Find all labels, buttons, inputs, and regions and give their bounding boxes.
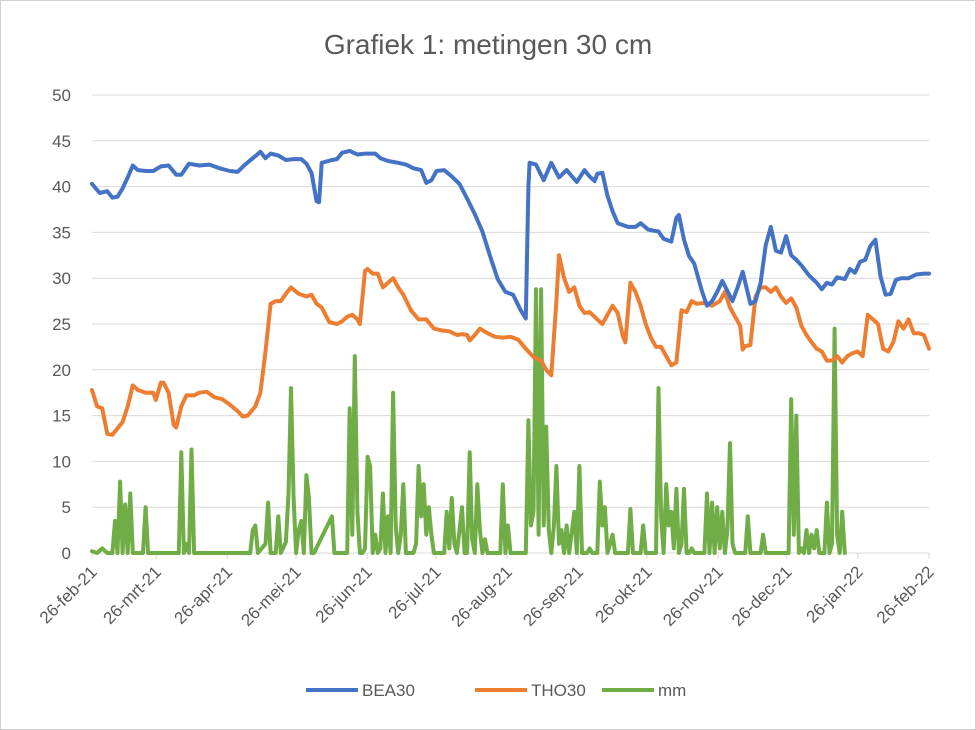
x-tick-label: 26-apr-21: [171, 562, 237, 628]
y-axis-ticks: 0 5 10 15 20 25 30 35 40 45 50: [52, 86, 71, 563]
y-tick-label: 5: [62, 498, 71, 517]
legend: BEA30 THO30 mm: [306, 681, 686, 700]
series-line-mm: [90, 287, 847, 555]
x-tick-label: 26-nov-21: [659, 562, 727, 630]
series-line-tho30: [90, 253, 931, 437]
y-tick-label: 15: [52, 407, 71, 426]
y-tick-label: 35: [52, 223, 71, 242]
y-tick-label: 40: [52, 178, 71, 197]
y-tick-label: 10: [52, 452, 71, 471]
x-tick-label: 26-mrt-21: [99, 562, 165, 628]
y-tick-label: 45: [52, 132, 71, 151]
x-tick-label: 26-aug-21: [448, 562, 516, 630]
x-tick-label: 26-feb-21: [36, 562, 101, 627]
y-tick-label: 0: [62, 544, 71, 563]
x-tick-label: 26-mei-21: [237, 562, 305, 630]
x-tick-label: 26-dec-21: [728, 562, 796, 630]
legend-label-bea30: BEA30: [362, 681, 415, 700]
x-tick-label: 26-feb-22: [873, 562, 938, 627]
y-tick-label: 50: [52, 86, 71, 105]
x-tick-label: 26-jan-22: [803, 562, 867, 626]
x-tick-label: 26-jul-21: [385, 562, 445, 622]
y-tick-label: 20: [52, 361, 71, 380]
series-lines: [90, 148, 931, 555]
series-line-bea30: [90, 148, 931, 321]
x-tick-label: 26-sep-21: [519, 562, 587, 630]
y-tick-label: 30: [52, 269, 71, 288]
y-tick-label: 25: [52, 315, 71, 334]
x-tick-label: 26-jun-21: [312, 562, 376, 626]
grid: [92, 94, 929, 554]
chart-title: Grafiek 1: metingen 30 cm: [324, 29, 652, 60]
x-tick-label: 26-okt-21: [592, 562, 656, 626]
legend-label-tho30: THO30: [531, 681, 586, 700]
legend-label-mm: mm: [658, 681, 686, 700]
